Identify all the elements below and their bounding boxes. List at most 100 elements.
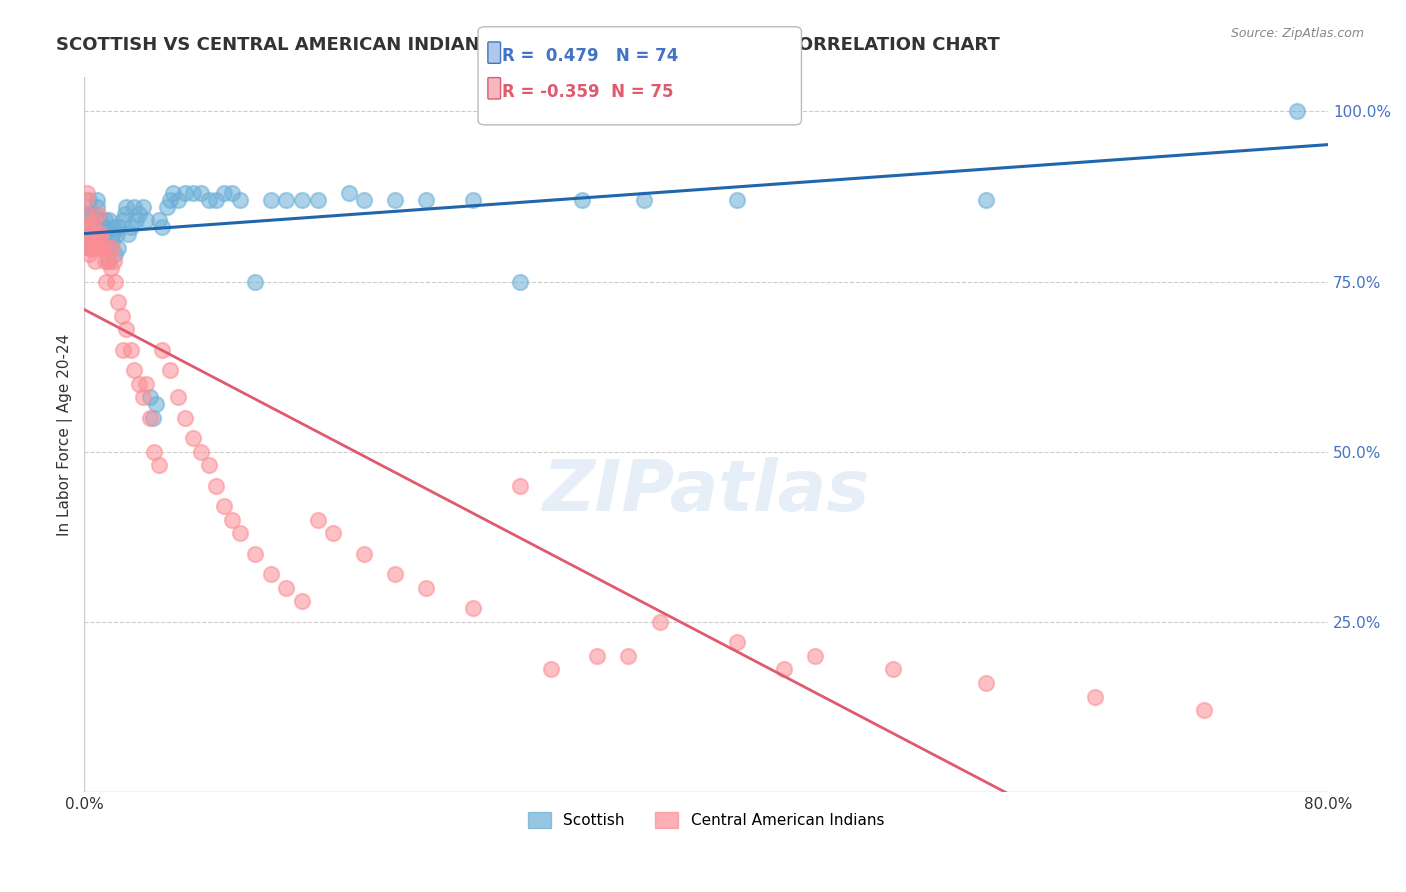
Point — [83, 213, 105, 227]
Point — [181, 431, 204, 445]
Point — [725, 193, 748, 207]
Point — [291, 193, 314, 207]
Point — [229, 193, 252, 207]
Point — [128, 206, 150, 220]
Point — [112, 343, 135, 357]
Point — [245, 547, 267, 561]
Point — [190, 186, 212, 201]
Point — [77, 227, 100, 241]
Point — [150, 220, 173, 235]
Point — [138, 410, 160, 425]
Point — [181, 186, 204, 201]
Point — [80, 241, 103, 255]
Point — [540, 663, 562, 677]
Point — [221, 186, 243, 201]
Point — [1084, 690, 1107, 704]
Point — [86, 241, 108, 255]
Point — [159, 363, 181, 377]
Point — [260, 193, 283, 207]
Text: Source: ZipAtlas.com: Source: ZipAtlas.com — [1230, 27, 1364, 40]
Point — [415, 581, 437, 595]
Point — [107, 220, 129, 235]
Point — [135, 376, 157, 391]
Point — [117, 227, 139, 241]
Y-axis label: In Labor Force | Age 20-24: In Labor Force | Age 20-24 — [58, 334, 73, 536]
Text: ZIPatlas: ZIPatlas — [543, 458, 870, 526]
Point — [132, 390, 155, 404]
Point — [291, 594, 314, 608]
Point — [156, 200, 179, 214]
Point — [145, 397, 167, 411]
Point — [337, 186, 360, 201]
Point — [245, 275, 267, 289]
Point — [90, 227, 112, 241]
Point — [353, 193, 375, 207]
Point — [103, 220, 125, 235]
Point — [974, 193, 997, 207]
Point — [509, 479, 531, 493]
Point — [174, 186, 197, 201]
Point — [84, 213, 107, 227]
Point — [122, 200, 145, 214]
Point — [103, 254, 125, 268]
Point — [79, 234, 101, 248]
Point — [93, 254, 115, 268]
Point — [80, 234, 103, 248]
Point — [101, 227, 124, 241]
Point — [212, 186, 235, 201]
Point — [105, 227, 128, 241]
Point — [84, 220, 107, 235]
Point — [84, 227, 107, 241]
Point — [166, 390, 188, 404]
Point — [974, 676, 997, 690]
Point — [104, 247, 127, 261]
Point — [101, 241, 124, 255]
Point — [461, 193, 484, 207]
Point — [276, 581, 298, 595]
Point — [110, 309, 132, 323]
Point — [353, 547, 375, 561]
Point — [89, 234, 111, 248]
Point — [79, 227, 101, 241]
Point — [93, 227, 115, 241]
Text: SCOTTISH VS CENTRAL AMERICAN INDIAN IN LABOR FORCE | AGE 20-24 CORRELATION CHART: SCOTTISH VS CENTRAL AMERICAN INDIAN IN L… — [56, 36, 1000, 54]
Point — [114, 206, 136, 220]
Point — [75, 206, 97, 220]
Point — [648, 615, 671, 629]
Point — [93, 213, 115, 227]
Point — [112, 213, 135, 227]
Point — [98, 213, 121, 227]
Point — [322, 526, 344, 541]
Point — [77, 193, 100, 207]
Point — [174, 410, 197, 425]
Point — [115, 200, 138, 214]
Text: R =  0.479   N = 74: R = 0.479 N = 74 — [502, 47, 678, 65]
Point — [83, 206, 105, 220]
Point — [76, 220, 98, 235]
Point — [461, 601, 484, 615]
Point — [77, 206, 100, 220]
Point — [89, 213, 111, 227]
Point — [98, 254, 121, 268]
Point — [132, 200, 155, 214]
Point — [307, 193, 329, 207]
Point — [882, 663, 904, 677]
Point — [86, 200, 108, 214]
Point — [75, 193, 97, 207]
Point — [1192, 703, 1215, 717]
Point — [77, 227, 100, 241]
Point — [804, 648, 827, 663]
Point — [80, 227, 103, 241]
Point — [97, 254, 120, 268]
Point — [89, 227, 111, 241]
Point — [77, 241, 100, 255]
Point — [307, 513, 329, 527]
Point — [415, 193, 437, 207]
Point — [79, 220, 101, 235]
Point — [138, 390, 160, 404]
Point — [197, 458, 219, 473]
Point — [148, 213, 170, 227]
Point — [148, 458, 170, 473]
Point — [571, 193, 593, 207]
Point — [100, 260, 122, 275]
